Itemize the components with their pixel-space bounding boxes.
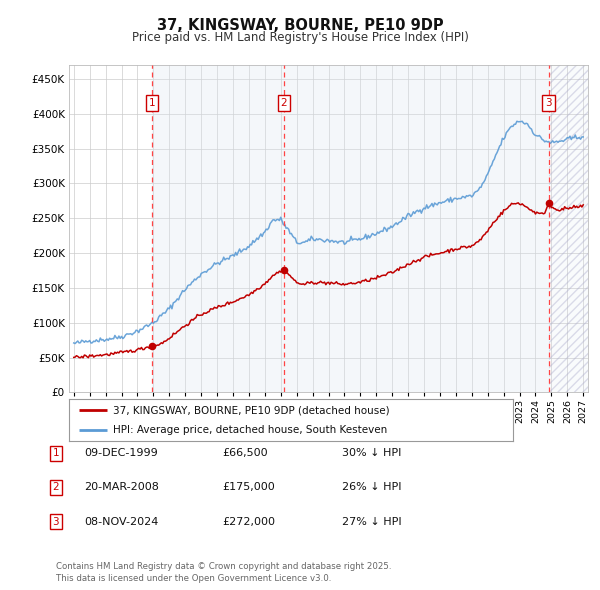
Text: 1: 1	[149, 98, 155, 108]
Bar	[549, 65, 588, 392]
Text: £272,000: £272,000	[222, 517, 275, 526]
Text: 3: 3	[52, 517, 59, 526]
Bar	[284, 65, 549, 392]
Text: Price paid vs. HM Land Registry's House Price Index (HPI): Price paid vs. HM Land Registry's House …	[131, 31, 469, 44]
Bar	[152, 65, 284, 392]
Text: 20-MAR-2008: 20-MAR-2008	[84, 483, 159, 492]
Text: 09-DEC-1999: 09-DEC-1999	[84, 448, 158, 458]
Text: 2: 2	[52, 483, 59, 492]
Text: £66,500: £66,500	[222, 448, 268, 458]
Text: 30% ↓ HPI: 30% ↓ HPI	[342, 448, 401, 458]
Text: 27% ↓ HPI: 27% ↓ HPI	[342, 517, 401, 526]
Text: HPI: Average price, detached house, South Kesteven: HPI: Average price, detached house, Sout…	[113, 425, 388, 435]
Text: Contains HM Land Registry data © Crown copyright and database right 2025.
This d: Contains HM Land Registry data © Crown c…	[56, 562, 391, 583]
Text: 37, KINGSWAY, BOURNE, PE10 9DP: 37, KINGSWAY, BOURNE, PE10 9DP	[157, 18, 443, 32]
Text: 2: 2	[281, 98, 287, 108]
Bar	[549, 65, 588, 392]
Text: 08-NOV-2024: 08-NOV-2024	[84, 517, 158, 526]
Text: 26% ↓ HPI: 26% ↓ HPI	[342, 483, 401, 492]
Text: 37, KINGSWAY, BOURNE, PE10 9DP (detached house): 37, KINGSWAY, BOURNE, PE10 9DP (detached…	[113, 405, 390, 415]
Text: 3: 3	[545, 98, 552, 108]
Text: £175,000: £175,000	[222, 483, 275, 492]
Text: 1: 1	[52, 448, 59, 458]
